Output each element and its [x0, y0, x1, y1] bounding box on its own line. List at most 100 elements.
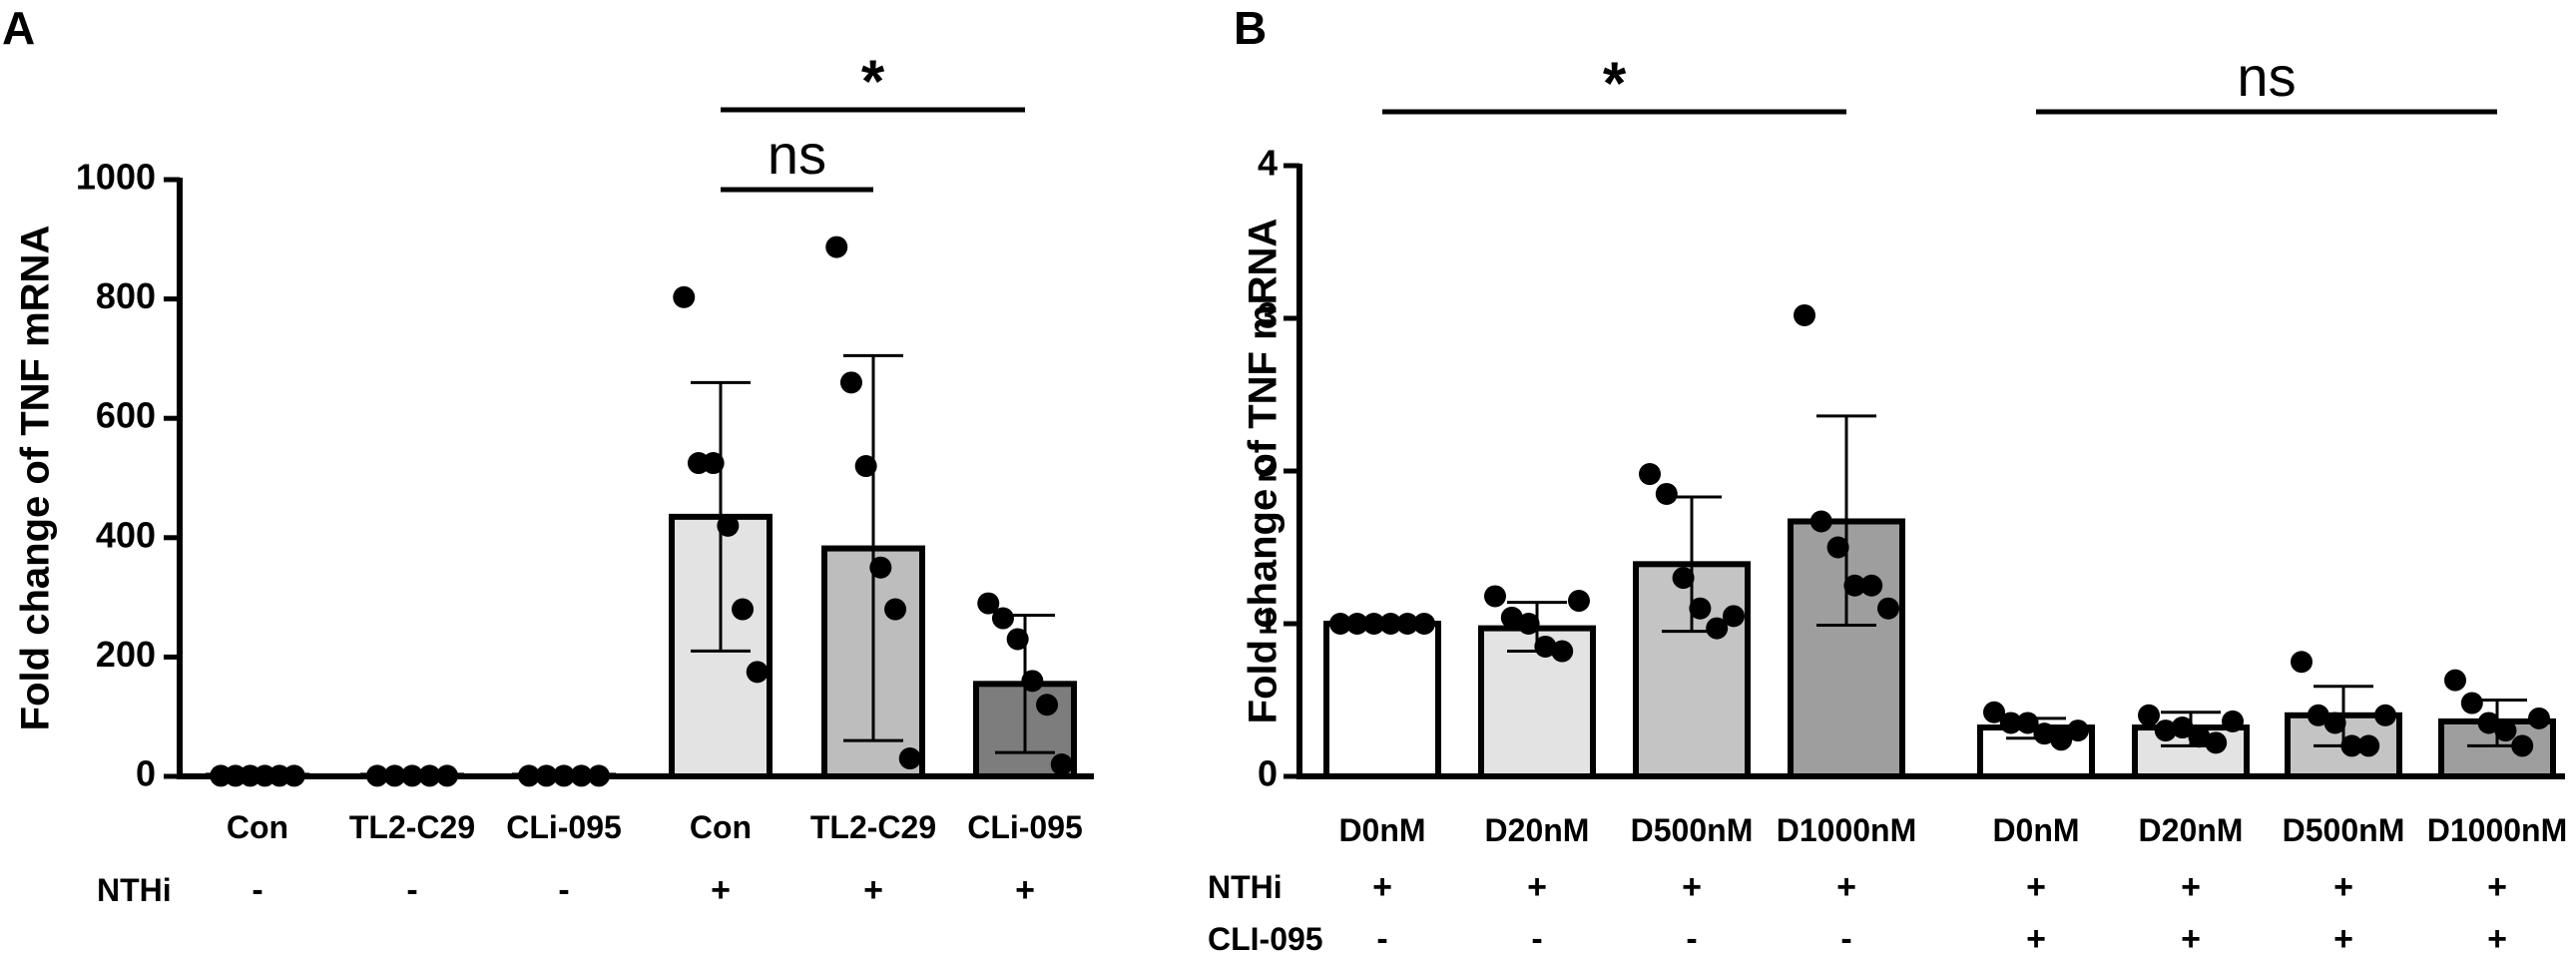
y-axis-label: Fold change of TNF mRNA — [1242, 219, 1286, 724]
data-point — [2374, 704, 2396, 726]
condition-sign: + — [2487, 920, 2507, 956]
panel-a: A Fold change of TNF mRNA 0 200 400 600 800 100… — [2, 2, 1094, 909]
data-point — [570, 764, 593, 787]
data-point — [588, 764, 610, 787]
condition-sign: + — [2333, 868, 2353, 906]
y-tick-label: 400 — [96, 514, 156, 555]
data-point — [2460, 692, 2483, 715]
significance-label: * — [1603, 50, 1627, 117]
data-point — [2205, 731, 2228, 754]
y-tick-label: 1 — [1258, 601, 1278, 642]
data-point — [2154, 719, 2177, 742]
condition-sign: + — [863, 871, 883, 909]
panel-label: B — [1234, 2, 1267, 54]
data-point — [2188, 725, 2211, 748]
data-point — [1809, 510, 1832, 533]
data-point — [1362, 613, 1385, 635]
data-point — [1843, 574, 1866, 597]
data-point — [1329, 613, 1351, 635]
condition-sign: + — [1527, 868, 1547, 906]
data-point — [1534, 635, 1557, 658]
y-tick-label: 4 — [1258, 143, 1278, 184]
data-point — [2171, 717, 2194, 739]
y-tick-label: 1000 — [76, 157, 156, 198]
data-point — [2033, 722, 2056, 745]
condition-sign: + — [1015, 871, 1035, 909]
data-point — [884, 598, 907, 621]
category-label: D500nM — [1631, 812, 1754, 848]
category-label: D20nM — [2139, 812, 2244, 848]
data-point — [2340, 734, 2363, 757]
category-label: D1000nM — [2427, 812, 2568, 848]
data-point — [2444, 669, 2466, 692]
data-point — [2050, 728, 2073, 751]
category-label: CLi-095 — [967, 809, 1083, 845]
data-point — [282, 764, 305, 787]
y-tick-label: 2 — [1258, 448, 1278, 489]
data-point — [746, 661, 769, 684]
data-point — [518, 764, 540, 787]
data-point — [1568, 590, 1590, 613]
data-point — [401, 764, 423, 787]
data-point — [825, 236, 848, 258]
data-point — [673, 285, 696, 308]
y-tick-label: 3 — [1258, 295, 1278, 336]
condition-sign: + — [2181, 868, 2201, 906]
data-point — [1983, 701, 2005, 723]
data-point — [2222, 710, 2244, 732]
data-point — [1672, 567, 1695, 590]
data-point — [1689, 597, 1712, 620]
data-point — [2067, 719, 2089, 742]
panel-label: A — [2, 2, 35, 54]
condition-label: NTHi — [1208, 869, 1283, 905]
condition-sign: + — [1372, 868, 1392, 906]
y-tick-label: 800 — [96, 275, 156, 316]
y-tick-label: 0 — [1258, 753, 1278, 794]
data-point — [1396, 613, 1419, 635]
category-label: Con — [227, 809, 288, 845]
condition-label: CLI-095 — [1208, 921, 1323, 956]
condition-sign: + — [2487, 868, 2507, 906]
data-point — [1551, 640, 1574, 663]
data-point — [991, 607, 1014, 630]
data-point — [1723, 605, 1745, 628]
y-tick-label: 0 — [136, 753, 156, 794]
data-point — [1036, 694, 1059, 717]
data-point — [366, 764, 388, 787]
data-point — [1860, 574, 1883, 597]
category-label: CLi-095 — [506, 809, 622, 845]
category-label: D0nM — [1338, 812, 1425, 848]
condition-sign: + — [1682, 868, 1702, 906]
data-point — [2307, 704, 2329, 726]
data-point — [1999, 712, 2022, 734]
condition-sign: + — [2026, 868, 2046, 906]
data-point — [436, 764, 458, 787]
category-label: D20nM — [1485, 812, 1590, 848]
data-point — [1655, 482, 1678, 505]
data-point — [1484, 585, 1506, 608]
condition-sign: - — [1376, 920, 1387, 956]
condition-sign: - — [1840, 920, 1851, 956]
category-label: D1000nM — [1777, 812, 1917, 848]
condition-sign: + — [2026, 920, 2046, 956]
data-point — [839, 371, 862, 394]
category-label: TL2-C29 — [810, 809, 936, 845]
data-point — [553, 764, 575, 787]
condition-sign: - — [558, 871, 569, 909]
data-point — [1345, 613, 1368, 635]
y-axis-label: Fold change of TNF mRNA — [14, 226, 58, 731]
bar — [1323, 621, 1441, 779]
data-point — [898, 747, 921, 770]
significance-label: * — [861, 48, 885, 115]
data-point — [854, 455, 877, 478]
data-point — [1500, 606, 1523, 629]
data-point — [2477, 712, 2500, 734]
data-point — [869, 556, 892, 579]
data-point — [732, 598, 755, 621]
condition-sign: - — [406, 871, 417, 909]
data-point — [1021, 670, 1044, 693]
data-point — [1877, 597, 1899, 620]
data-point — [535, 764, 558, 787]
data-point — [1413, 613, 1435, 635]
